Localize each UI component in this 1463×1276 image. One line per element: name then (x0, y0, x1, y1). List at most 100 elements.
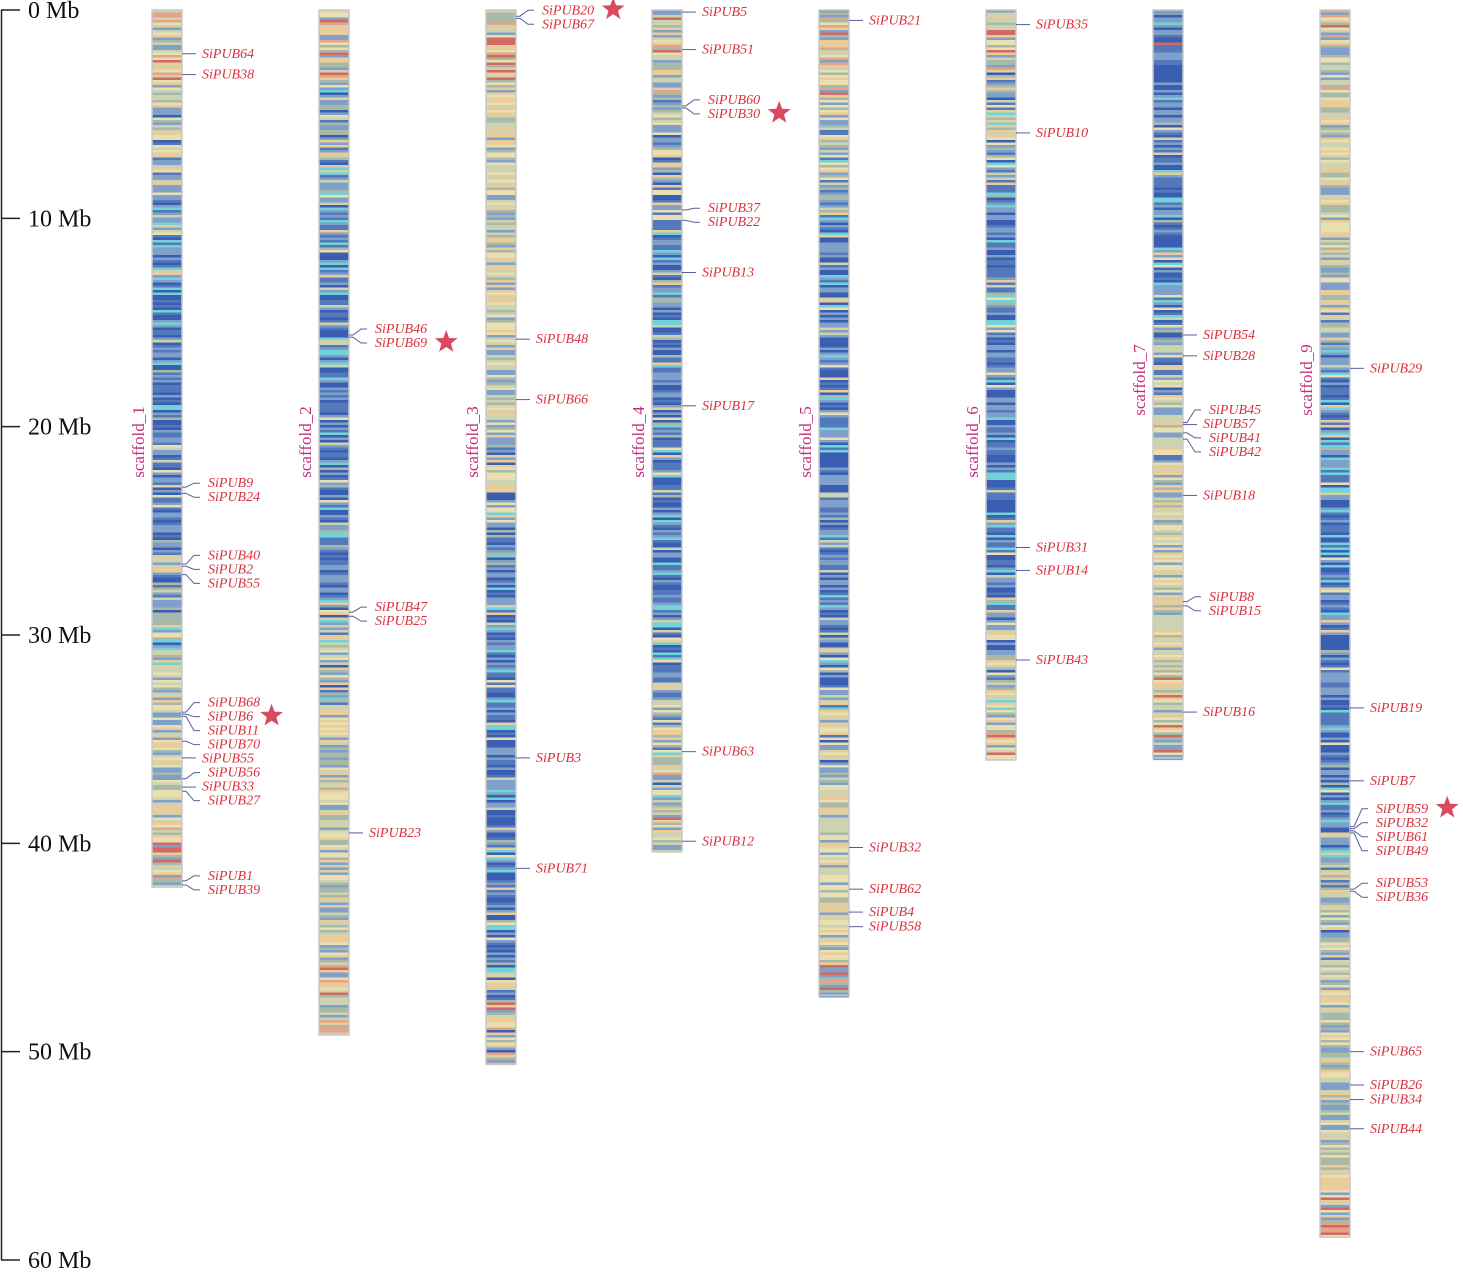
density-stripe (819, 335, 849, 338)
density-stripe (319, 365, 349, 368)
density-stripe (819, 42, 849, 46)
density-stripe (986, 522, 1016, 526)
density-stripe (1320, 135, 1350, 138)
density-stripe (1153, 727, 1183, 731)
scaffold-7: scaffold_7SiPUB54SiPUB28SiPUB45SiPUB57Si… (1130, 9, 1261, 761)
density-stripe (152, 102, 182, 106)
density-stripe (486, 865, 516, 868)
gene-label: SiPUB55 (208, 576, 260, 591)
density-stripe (1320, 542, 1350, 546)
density-stripe (986, 155, 1016, 158)
density-stripe (1320, 315, 1350, 318)
density-stripe (319, 412, 349, 416)
density-stripe (486, 475, 516, 478)
density-stripe (1153, 640, 1183, 643)
density-stripe (652, 682, 682, 686)
density-stripe (152, 577, 182, 581)
density-stripe (986, 147, 1016, 151)
density-stripe (319, 442, 349, 446)
density-stripe (1320, 305, 1350, 308)
density-stripe (486, 430, 516, 433)
density-stripe (486, 1017, 516, 1021)
density-stripe (1320, 910, 1350, 913)
density-stripe (819, 805, 849, 808)
density-stripe (652, 457, 682, 461)
density-stripe (319, 665, 349, 668)
density-stripe (652, 650, 682, 653)
density-stripe (819, 342, 849, 346)
density-stripe (486, 455, 516, 458)
density-stripe (152, 700, 182, 703)
density-stripe (819, 107, 849, 111)
gene-marker: SiPUB55 (182, 574, 260, 591)
density-stripe (486, 962, 516, 966)
density-stripe (1153, 170, 1183, 173)
density-stripe (486, 445, 516, 448)
density-stripe (986, 600, 1016, 603)
density-stripe (152, 117, 182, 121)
density-stripe (1320, 592, 1350, 596)
density-stripe (319, 180, 349, 183)
density-stripe (819, 490, 849, 493)
density-stripe (486, 927, 516, 931)
density-stripe (152, 45, 182, 48)
gene-label: SiPUB36 (1376, 890, 1428, 905)
density-stripe (486, 1027, 516, 1031)
gene-label: SiPUB19 (1370, 701, 1422, 716)
density-stripe (152, 77, 182, 81)
density-stripe (1153, 242, 1183, 246)
density-stripe (1320, 655, 1350, 658)
density-stripe (819, 390, 849, 393)
gene-label: SiPUB46 (375, 322, 427, 337)
density-stripe (1153, 750, 1183, 753)
density-stripe (986, 287, 1016, 291)
density-stripe (652, 612, 682, 616)
density-stripe (819, 850, 849, 853)
density-stripe (1320, 597, 1350, 601)
density-stripe (486, 600, 516, 603)
density-stripe (486, 347, 516, 351)
density-stripe (986, 260, 1016, 263)
density-stripe (486, 355, 516, 358)
density-stripe (1320, 1227, 1350, 1231)
density-stripe (319, 60, 349, 63)
density-stripe (319, 892, 349, 896)
scaffold-label: scaffold_9 (1297, 344, 1316, 415)
density-stripe (986, 272, 1016, 276)
density-stripe (819, 120, 849, 123)
density-stripe (819, 152, 849, 156)
density-stripe (1320, 1190, 1350, 1193)
density-stripe (1153, 355, 1183, 358)
gene-connector (182, 790, 200, 802)
density-stripe (1320, 357, 1350, 361)
density-stripe (319, 372, 349, 376)
density-stripe (819, 667, 849, 671)
density-stripe (819, 80, 849, 83)
density-stripe (319, 810, 349, 813)
density-stripe (486, 685, 516, 688)
density-stripe (152, 727, 182, 731)
density-stripe (1320, 22, 1350, 26)
density-stripe (486, 970, 516, 973)
density-stripe (819, 692, 849, 696)
density-stripe (652, 77, 682, 81)
density-stripe (652, 560, 682, 563)
density-stripe (486, 155, 516, 158)
gene-label: SiPUB65 (1370, 1045, 1422, 1060)
density-stripe (152, 530, 182, 533)
density-stripe (152, 787, 182, 791)
density-stripe (319, 577, 349, 581)
density-stripe (986, 202, 1016, 206)
density-stripe (152, 85, 182, 88)
density-stripe (1320, 110, 1350, 113)
density-stripe (319, 342, 349, 346)
density-stripe (486, 157, 516, 161)
density-stripe (486, 135, 516, 138)
density-stripe (986, 742, 1016, 746)
density-stripe (986, 440, 1016, 443)
density-stripe (152, 630, 182, 633)
density-stripe (652, 707, 682, 711)
density-stripe (152, 420, 182, 423)
density-stripe (1320, 790, 1350, 793)
density-stripe (152, 182, 182, 186)
